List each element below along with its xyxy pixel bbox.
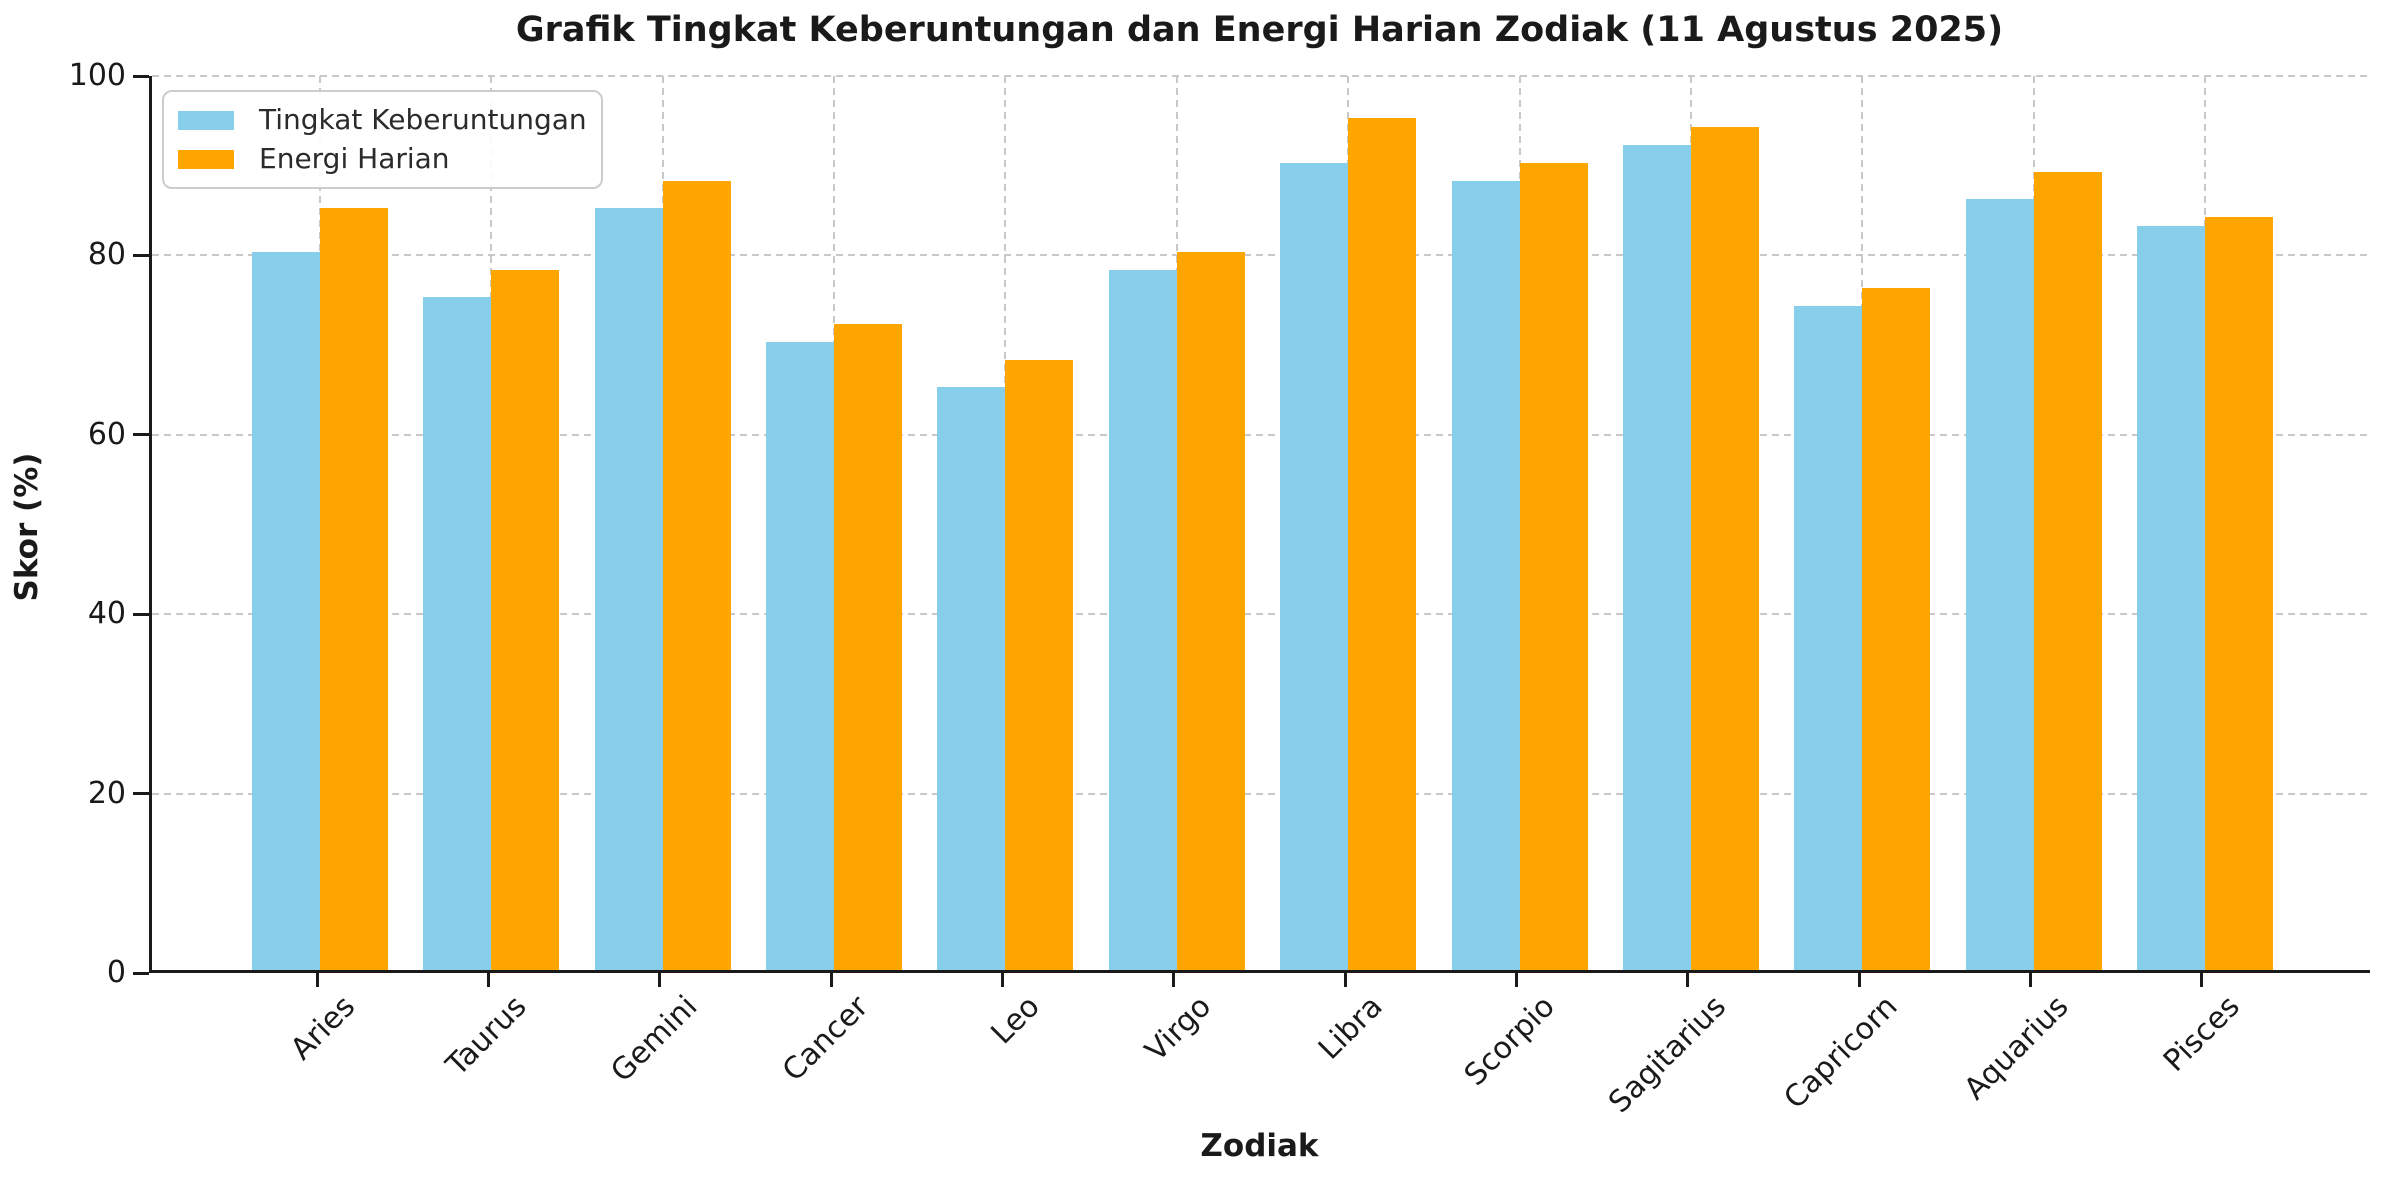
bar-energi-harian-scorpio: [1519, 162, 1588, 970]
gridline-y-40: [152, 613, 2370, 616]
bar-tingkat-keberuntungan-cancer: [766, 342, 835, 970]
x-tick-label-cancer: Cancer: [776, 989, 876, 1089]
bar-tingkat-keberuntungan-capricorn: [1794, 306, 1863, 970]
y-tick-label-0: 0: [106, 955, 126, 990]
bar-energi-harian-gemini: [662, 180, 731, 970]
legend-label-energi-harian: Energi Harian: [259, 142, 450, 175]
bar-energi-harian-libra: [1348, 117, 1417, 970]
y-tick-mark-0: [133, 971, 149, 975]
bar-tingkat-keberuntungan-aries: [252, 252, 320, 970]
x-tick-mark-aquarius: [2029, 973, 2033, 987]
x-axis-label: Zodiak: [1200, 1128, 1319, 1164]
bar-tingkat-keberuntungan-taurus: [423, 297, 492, 970]
chart-title: Grafik Tingkat Keberuntungan dan Energi …: [515, 10, 2004, 50]
x-tick-mark-leo: [1000, 973, 1004, 987]
bar-tingkat-keberuntungan-gemini: [594, 207, 663, 970]
bar-energi-harian-sagitarius: [1690, 126, 1759, 970]
x-tick-mark-cancer: [829, 973, 833, 987]
bar-energi-harian-taurus: [491, 270, 560, 970]
bar-energi-harian-capricorn: [1862, 288, 1931, 970]
bar-tingkat-keberuntungan-libra: [1280, 162, 1349, 970]
plot-area: Tingkat Keberuntungan Energi Harian: [149, 75, 2370, 973]
x-tick-mark-taurus: [486, 973, 490, 987]
legend-item-energi-harian: Energi Harian: [178, 144, 587, 174]
x-tick-label-scorpio: Scorpio: [1457, 989, 1562, 1093]
x-tick-label-aries: Aries: [283, 989, 362, 1067]
y-tick-mark-20: [133, 792, 149, 796]
y-tick-label-100: 100: [68, 58, 126, 93]
x-tick-mark-libra: [1343, 973, 1347, 987]
x-tick-label-aquarius: Aquarius: [1957, 989, 2076, 1107]
bar-tingkat-keberuntungan-virgo: [1108, 270, 1177, 970]
bar-energi-harian-virgo: [1176, 252, 1245, 970]
x-tick-label-capricorn: Capricorn: [1776, 989, 1904, 1117]
gridline-y-80: [152, 254, 2370, 257]
x-tick-mark-scorpio: [1515, 973, 1519, 987]
y-tick-mark-100: [133, 74, 149, 78]
x-tick-label-sagitarius: Sagitarius: [1601, 989, 1733, 1121]
y-tick-label-20: 20: [87, 775, 126, 811]
y-tick-mark-80: [133, 253, 149, 257]
bar-tingkat-keberuntungan-sagitarius: [1622, 144, 1691, 970]
x-tick-mark-virgo: [1172, 973, 1176, 987]
bar-tingkat-keberuntungan-aquarius: [1965, 198, 2034, 970]
bar-tingkat-keberuntungan-pisces: [2136, 225, 2205, 970]
legend-swatch-energi-harian-icon: [178, 149, 234, 169]
x-tick-label-taurus: Taurus: [439, 989, 534, 1083]
x-tick-label-libra: Libra: [1312, 989, 1390, 1067]
y-axis-label: Skor (%): [9, 452, 45, 602]
legend-swatch-tingkat-keberuntungan-icon: [178, 110, 234, 130]
bar-layer: [152, 76, 2370, 970]
x-tick-label-virgo: Virgo: [1139, 989, 1219, 1069]
x-tick-label-pisces: Pisces: [2156, 989, 2247, 1079]
bar-energi-harian-aries: [320, 207, 388, 970]
bar-energi-harian-leo: [1005, 360, 1074, 970]
bar-tingkat-keberuntungan-scorpio: [1451, 180, 1520, 970]
y-tick-label-40: 40: [87, 596, 126, 632]
x-tick-label-gemini: Gemini: [604, 989, 705, 1090]
x-tick-mark-pisces: [2200, 973, 2204, 987]
gridline-y-60: [152, 433, 2370, 436]
x-tick-mark-gemini: [658, 973, 662, 987]
y-tick-mark-60: [133, 433, 149, 437]
y-tick-mark-40: [133, 612, 149, 616]
legend-label-tingkat-keberuntungan: Tingkat Keberuntungan: [259, 103, 587, 136]
x-tick-mark-aries: [315, 973, 319, 987]
y-tick-label-80: 80: [87, 237, 126, 273]
bar-tingkat-keberuntungan-leo: [937, 386, 1006, 970]
bar-energi-harian-cancer: [834, 324, 903, 970]
x-tick-mark-sagitarius: [1686, 973, 1690, 987]
legend: Tingkat Keberuntungan Energi Harian: [162, 90, 603, 189]
x-tick-label-leo: Leo: [984, 989, 1048, 1052]
legend-item-tingkat-keberuntungan: Tingkat Keberuntungan: [178, 105, 587, 135]
bar-energi-harian-aquarius: [2033, 171, 2102, 970]
x-tick-mark-capricorn: [1857, 973, 1861, 987]
bar-energi-harian-pisces: [2204, 216, 2273, 970]
y-tick-label-60: 60: [87, 416, 126, 452]
gridline-y-20: [152, 792, 2370, 795]
gridline-y-100: [152, 75, 2370, 77]
